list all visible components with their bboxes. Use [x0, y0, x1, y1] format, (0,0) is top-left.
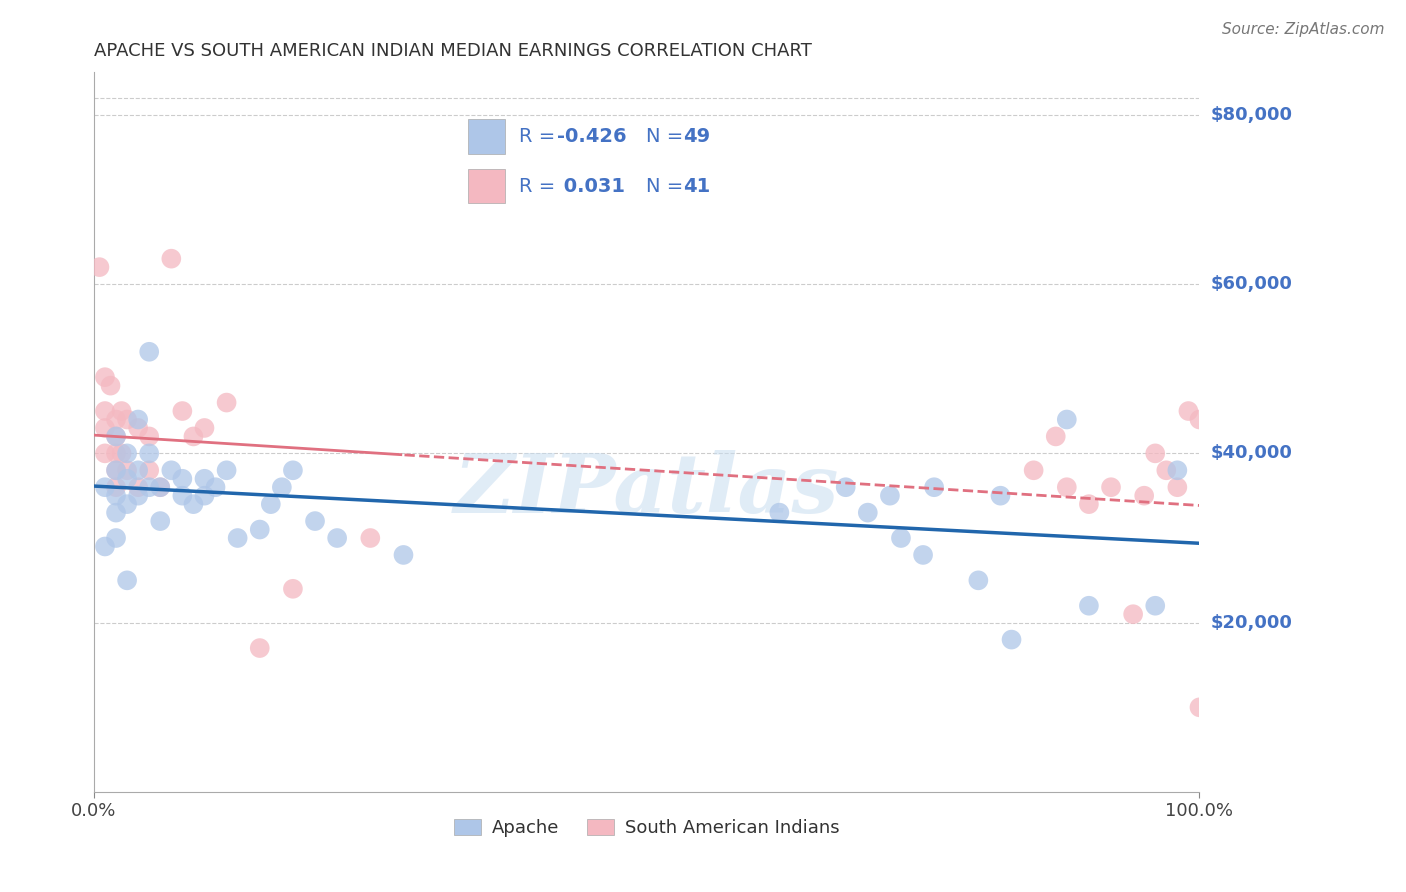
- Point: [281, 582, 304, 596]
- Point: [138, 480, 160, 494]
- Point: [1077, 599, 1099, 613]
- Point: [115, 446, 138, 460]
- Text: $60,000: $60,000: [1211, 275, 1292, 293]
- Legend: Apache, South American Indians: Apache, South American Indians: [447, 812, 846, 844]
- Point: [105, 463, 128, 477]
- Point: [1122, 607, 1144, 622]
- Point: [127, 489, 149, 503]
- Point: [1045, 429, 1067, 443]
- Text: Source: ZipAtlas.com: Source: ZipAtlas.com: [1222, 22, 1385, 37]
- Point: [115, 574, 138, 588]
- Point: [1188, 700, 1211, 714]
- Point: [138, 446, 160, 460]
- Point: [138, 429, 160, 443]
- Point: [105, 480, 128, 494]
- Point: [260, 497, 283, 511]
- Point: [115, 472, 138, 486]
- Point: [1166, 480, 1188, 494]
- Point: [149, 480, 172, 494]
- Point: [172, 489, 194, 503]
- Point: [1056, 412, 1078, 426]
- Text: APACHE VS SOUTH AMERICAN INDIAN MEDIAN EARNINGS CORRELATION CHART: APACHE VS SOUTH AMERICAN INDIAN MEDIAN E…: [94, 42, 811, 60]
- Point: [879, 489, 901, 503]
- Point: [149, 514, 172, 528]
- Point: [1133, 489, 1156, 503]
- Point: [105, 429, 128, 443]
- Point: [100, 378, 122, 392]
- Point: [1144, 599, 1167, 613]
- Point: [1000, 632, 1022, 647]
- Point: [94, 404, 117, 418]
- Point: [138, 463, 160, 477]
- Point: [922, 480, 945, 494]
- Point: [149, 480, 172, 494]
- Point: [94, 370, 117, 384]
- Point: [1166, 463, 1188, 477]
- Point: [359, 531, 381, 545]
- Point: [138, 344, 160, 359]
- Point: [172, 472, 194, 486]
- Text: $20,000: $20,000: [1211, 614, 1292, 632]
- Point: [193, 421, 215, 435]
- Text: ZIPatlas: ZIPatlas: [454, 450, 839, 530]
- Text: $40,000: $40,000: [1211, 444, 1292, 462]
- Point: [115, 497, 138, 511]
- Point: [249, 523, 271, 537]
- Point: [1077, 497, 1099, 511]
- Point: [127, 421, 149, 435]
- Point: [281, 463, 304, 477]
- Point: [990, 489, 1012, 503]
- Point: [105, 531, 128, 545]
- Text: $80,000: $80,000: [1211, 106, 1292, 124]
- Point: [160, 252, 183, 266]
- Point: [105, 489, 128, 503]
- Point: [270, 480, 292, 494]
- Point: [1022, 463, 1045, 477]
- Point: [215, 395, 238, 409]
- Point: [89, 260, 111, 274]
- Point: [94, 480, 117, 494]
- Point: [105, 412, 128, 426]
- Point: [856, 506, 879, 520]
- Point: [215, 463, 238, 477]
- Point: [105, 429, 128, 443]
- Point: [193, 472, 215, 486]
- Point: [834, 480, 856, 494]
- Point: [127, 463, 149, 477]
- Point: [127, 412, 149, 426]
- Point: [105, 446, 128, 460]
- Point: [1144, 446, 1167, 460]
- Point: [204, 480, 226, 494]
- Point: [110, 404, 132, 418]
- Point: [94, 446, 117, 460]
- Point: [115, 412, 138, 426]
- Point: [326, 531, 349, 545]
- Point: [1056, 480, 1078, 494]
- Point: [392, 548, 415, 562]
- Point: [1099, 480, 1122, 494]
- Point: [1188, 412, 1211, 426]
- Point: [768, 506, 790, 520]
- Point: [193, 489, 215, 503]
- Point: [94, 540, 117, 554]
- Point: [890, 531, 912, 545]
- Point: [94, 421, 117, 435]
- Point: [105, 506, 128, 520]
- Point: [160, 463, 183, 477]
- Point: [183, 429, 205, 443]
- Point: [304, 514, 326, 528]
- Point: [105, 463, 128, 477]
- Point: [1177, 404, 1199, 418]
- Point: [1156, 463, 1178, 477]
- Point: [249, 641, 271, 656]
- Point: [115, 463, 138, 477]
- Point: [110, 446, 132, 460]
- Point: [172, 404, 194, 418]
- Point: [127, 480, 149, 494]
- Point: [183, 497, 205, 511]
- Point: [226, 531, 249, 545]
- Point: [967, 574, 990, 588]
- Point: [912, 548, 935, 562]
